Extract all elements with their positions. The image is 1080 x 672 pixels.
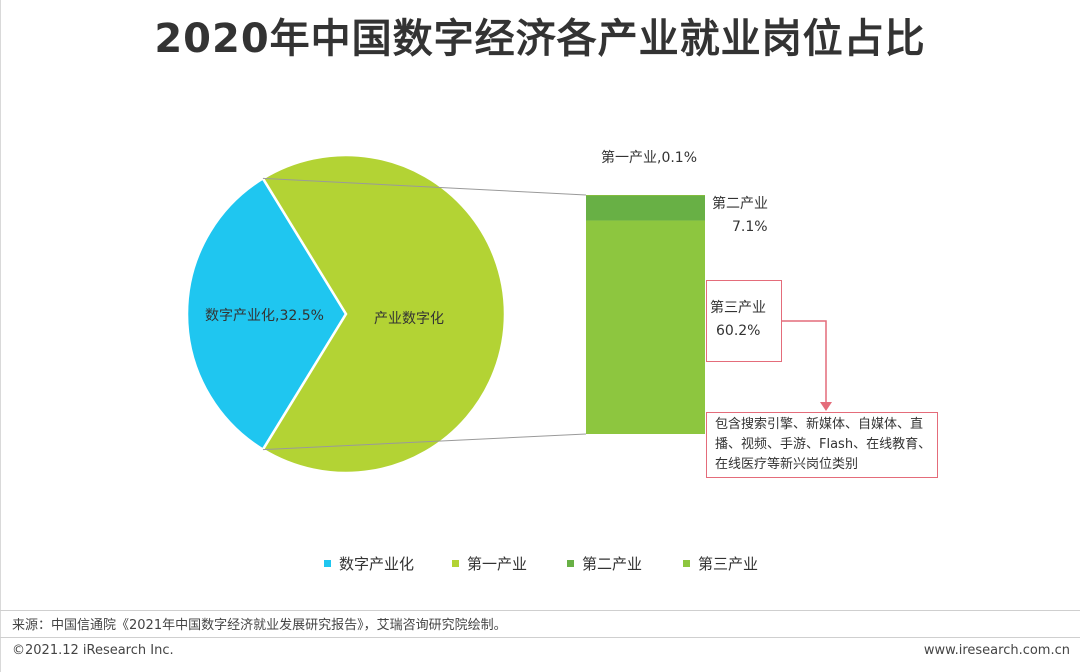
legend-swatch (324, 560, 331, 567)
legend: 数字产业化 第一产业 第二产业 第三产业 (0, 553, 1080, 573)
frame-border (0, 0, 1, 672)
bar-segment-tertiary (586, 220, 705, 434)
legend-label: 第二产业 (582, 555, 643, 573)
bar-label-primary: 第一产业,0.1% (601, 150, 698, 166)
legend-item-digital-industrialization: 数字产业化 (324, 553, 414, 574)
callout-arrow-head (820, 402, 832, 411)
legend-swatch (452, 560, 459, 567)
pie-slice-industrial-digitalization (261, 153, 507, 475)
footer-divider (0, 637, 1080, 638)
bar-label-secondary-value: 7.1% (732, 219, 768, 235)
bar-segment-primary (586, 195, 705, 196)
pie-slice-digital-industrialization (185, 176, 348, 452)
legend-item-secondary-industry: 第二产业 (567, 553, 642, 574)
legend-label: 数字产业化 (339, 555, 415, 573)
tertiary-highlight-box (706, 280, 782, 362)
annotation-line-3: 在线医疗等新兴岗位类别 (715, 457, 859, 472)
bar-label-tertiary-value: 60.2% (716, 323, 761, 339)
connector-line-bottom (262, 433, 587, 451)
pie-chart (185, 153, 507, 475)
legend-swatch (683, 560, 690, 567)
website-link[interactable]: www.iresearch.com.cn (923, 643, 1070, 658)
pie-label-digital-industrialization: 数字产业化,32.5% (205, 308, 324, 324)
stacked-bar (586, 195, 705, 434)
legend-item-primary-industry: 第一产业 (452, 553, 527, 574)
bar-label-secondary-name: 第二产业 (712, 196, 768, 212)
callout-arrow-line (782, 320, 827, 404)
legend-swatch (567, 560, 574, 567)
annotation-line-2: 播、视频、手游、Flash、在线教育、 (715, 437, 932, 452)
bar-label-tertiary-name: 第三产业 (710, 300, 766, 316)
annotation-line-1: 包含搜索引擎、新媒体、自媒体、直 (715, 417, 924, 432)
legend-label: 第一产业 (467, 555, 528, 573)
copyright: ©2021.12 iResearch Inc. (12, 643, 174, 658)
bar-segment-secondary (586, 195, 705, 221)
source-note: 来源：中国信通院《2021年中国数字经济就业发展研究报告》，艾瑞咨询研究院绘制。 (12, 618, 507, 633)
chart-title: 2020年中国数字经济各产业就业岗位占比 (154, 16, 926, 62)
legend-item-tertiary-industry: 第三产业 (683, 553, 758, 574)
callout-arrow (782, 320, 832, 411)
connector-lines (262, 177, 587, 451)
source-divider (0, 610, 1080, 611)
pie-label-industrial-digitalization: 产业数字化 (374, 311, 444, 327)
connector-line-top (262, 177, 587, 196)
legend-label: 第三产业 (698, 555, 759, 573)
annotation-box: 包含搜索引擎、新媒体、自媒体、直 播、视频、手游、Flash、在线教育、 在线医… (706, 412, 938, 478)
